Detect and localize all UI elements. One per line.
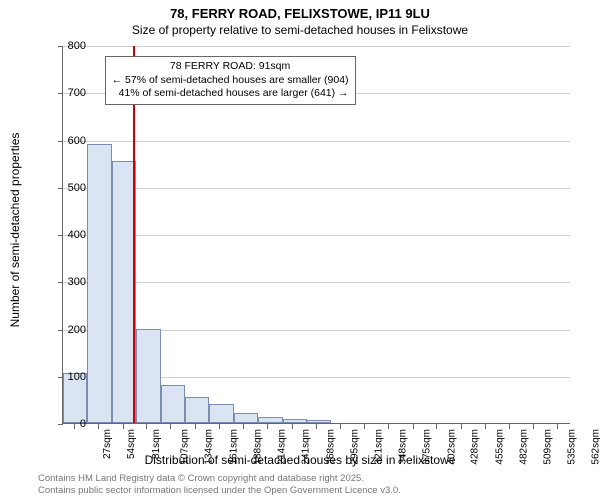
gridline (63, 46, 570, 47)
y-tick-mark (58, 330, 63, 331)
histogram-bar (87, 144, 111, 423)
x-tick-mark (509, 424, 510, 429)
x-tick-mark (340, 424, 341, 429)
x-tick-mark (267, 424, 268, 429)
gridline (63, 235, 570, 236)
y-tick-label: 100 (68, 371, 86, 383)
y-tick-label: 600 (68, 135, 86, 147)
y-tick-mark (58, 282, 63, 283)
annotation-line1: 78 FERRY ROAD: 91sqm (112, 60, 349, 74)
plot-area: 78 FERRY ROAD: 91sqm ← 57% of semi-detac… (62, 46, 570, 424)
annotation-box: 78 FERRY ROAD: 91sqm ← 57% of semi-detac… (105, 56, 356, 105)
y-axis-label: Number of semi-detached properties (8, 133, 22, 328)
x-tick-mark (485, 424, 486, 429)
footer-line1: Contains HM Land Registry data © Crown c… (38, 473, 401, 485)
chart-subtitle: Size of property relative to semi-detach… (0, 23, 600, 37)
y-tick-mark (58, 46, 63, 47)
y-tick-label: 200 (68, 324, 86, 336)
x-tick-mark (195, 424, 196, 429)
x-tick-mark (74, 424, 75, 429)
x-tick-mark (316, 424, 317, 429)
x-tick-mark (98, 424, 99, 429)
histogram-bar (307, 420, 331, 423)
y-tick-mark (58, 235, 63, 236)
x-tick-mark (123, 424, 124, 429)
x-tick-mark (557, 424, 558, 429)
gridline (63, 188, 570, 189)
y-tick-label: 400 (68, 229, 86, 241)
histogram-bar (258, 417, 282, 423)
histogram-bar (209, 404, 233, 423)
y-tick-label: 800 (68, 40, 86, 52)
y-tick-label: 0 (80, 418, 86, 430)
y-tick-label: 300 (68, 276, 86, 288)
y-tick-label: 700 (68, 87, 86, 99)
x-tick-mark (413, 424, 414, 429)
gridline (63, 141, 570, 142)
x-tick-mark (170, 424, 171, 429)
histogram-bar (283, 419, 307, 423)
x-tick-mark (388, 424, 389, 429)
footer-attribution: Contains HM Land Registry data © Crown c… (38, 473, 401, 497)
x-tick-mark (436, 424, 437, 429)
chart-title-block: 78, FERRY ROAD, FELIXSTOWE, IP11 9LU Siz… (0, 0, 600, 37)
histogram-bar (136, 329, 160, 424)
x-tick-mark (533, 424, 534, 429)
x-tick-mark (461, 424, 462, 429)
chart-title: 78, FERRY ROAD, FELIXSTOWE, IP11 9LU (0, 6, 600, 21)
y-tick-label: 500 (68, 182, 86, 194)
y-tick-mark (58, 141, 63, 142)
histogram-bar (185, 397, 209, 423)
annotation-line2: ← 57% of semi-detached houses are smalle… (112, 74, 349, 88)
gridline (63, 282, 570, 283)
y-tick-mark (58, 93, 63, 94)
x-tick-mark (243, 424, 244, 429)
x-tick-zone: 27sqm54sqm81sqm107sqm134sqm161sqm188sqm2… (62, 424, 570, 452)
histogram-bar (234, 413, 258, 423)
x-tick-mark (146, 424, 147, 429)
annotation-line3: 41% of semi-detached houses are larger (… (112, 87, 349, 101)
x-tick-mark (292, 424, 293, 429)
footer-line2: Contains public sector information licen… (38, 485, 401, 497)
x-tick-mark (219, 424, 220, 429)
x-axis-label: Distribution of semi-detached houses by … (0, 453, 600, 467)
y-tick-mark (58, 188, 63, 189)
histogram-bar (161, 385, 185, 423)
x-tick-mark (364, 424, 365, 429)
